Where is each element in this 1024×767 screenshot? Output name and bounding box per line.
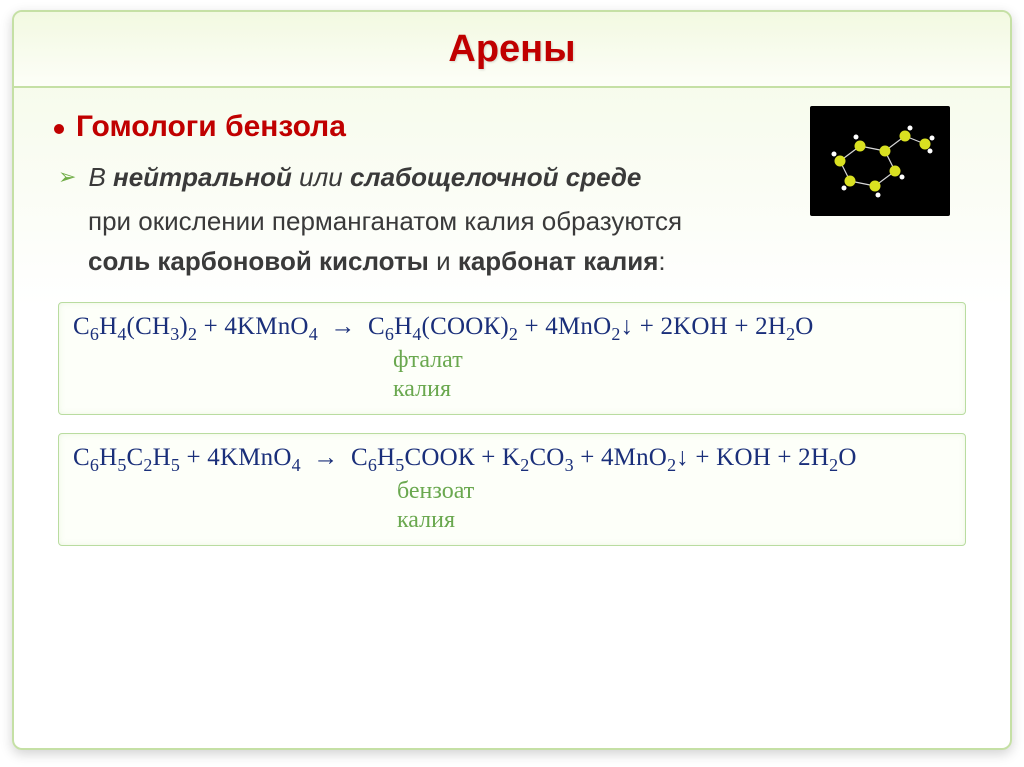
- equation-box-1: C6H4(CH3)2 + 4KMnO4 → C6H4(COOК)2 + 4MnO…: [58, 302, 966, 415]
- chevron-icon: ➢: [58, 164, 76, 190]
- equation-2-label-2: калия: [73, 507, 951, 535]
- equation-1-label-1: фталат: [73, 347, 951, 375]
- slide-title: Арены: [448, 28, 575, 71]
- equation-2-label-1: бензоат: [73, 478, 951, 506]
- equation-2: C6H5C2H5 + 4KMnO4 → C6H5COOК + K2CO3 + 4…: [73, 444, 951, 476]
- t: и: [429, 246, 458, 276]
- t: карбонат калия: [458, 246, 659, 276]
- t: или: [292, 162, 350, 192]
- equation-1-label-2: калия: [73, 376, 951, 404]
- equation-box-2: C6H5C2H5 + 4KMnO4 → C6H5COOК + K2CO3 + 4…: [58, 433, 966, 546]
- sub-bullet-block: ➢ В нейтральной или слабощелочной среде …: [54, 158, 774, 282]
- t: соль карбоновой кислоты: [88, 246, 429, 276]
- sub-bullet-line: ➢ В нейтральной или слабощелочной среде: [58, 158, 774, 197]
- t: нейтральной: [113, 162, 292, 192]
- t: :: [658, 246, 665, 276]
- t: слабощелочной среде: [350, 162, 641, 192]
- bullet-dot-icon: [54, 124, 64, 134]
- cont-line-1: при окислении перманганатом калия образу…: [88, 201, 774, 241]
- cont-line-2: соль карбоновой кислоты и карбонат калия…: [88, 241, 774, 281]
- sub-text-cont: при окислении перманганатом калия образу…: [58, 201, 774, 282]
- molecule-image: [810, 106, 950, 216]
- t: В: [88, 162, 113, 192]
- sub-text-line1: В нейтральной или слабощелочной среде: [88, 158, 641, 197]
- slide: Арены: [12, 10, 1012, 750]
- equation-1: C6H4(CH3)2 + 4KMnO4 → C6H4(COOК)2 + 4MnO…: [73, 313, 951, 345]
- main-bullet-text: Гомологи бензола: [76, 110, 346, 144]
- title-bar: Арены: [14, 12, 1010, 88]
- content-area: Гомологи бензола ➢ В нейтральной или сла…: [14, 88, 1010, 566]
